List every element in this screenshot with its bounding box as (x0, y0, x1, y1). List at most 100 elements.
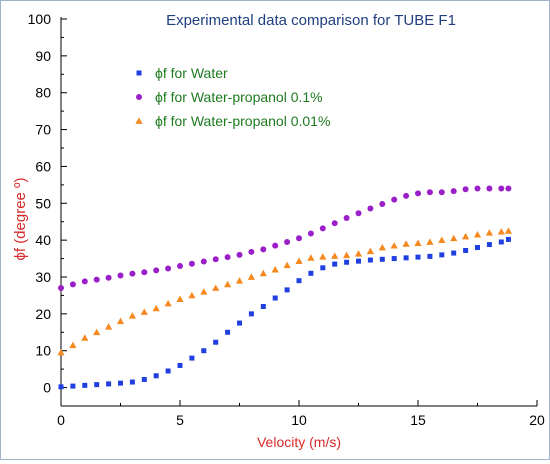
data-point (486, 185, 493, 192)
data-point (200, 288, 208, 295)
data-point (355, 210, 362, 217)
data-point (486, 242, 492, 248)
x-tick-label: 15 (410, 412, 426, 428)
legend-label: ϕf for Water (155, 65, 228, 81)
data-point (57, 348, 65, 356)
data-point (188, 291, 196, 299)
data-point (82, 382, 88, 388)
data-point (260, 303, 266, 309)
y-axis-label: ϕf (degree º) (12, 177, 29, 260)
data-point (402, 240, 410, 247)
y-tick-label: 30 (35, 269, 51, 285)
data-point (128, 312, 136, 319)
data-point (93, 276, 100, 283)
y-tick-label: 50 (35, 195, 51, 211)
data-point (189, 355, 195, 361)
data-point (225, 329, 231, 335)
data-point (379, 256, 385, 262)
data-point (81, 278, 88, 285)
legend-marker (135, 117, 143, 124)
data-point (69, 281, 76, 288)
x-axis-label: Velocity (m/s) (257, 434, 341, 450)
y-tick-label: 80 (35, 85, 51, 101)
data-point (237, 320, 242, 326)
data-point (271, 266, 279, 273)
data-point (247, 273, 255, 280)
data-point (201, 348, 207, 354)
legend-label: ϕf for Water-propanol 0.01% (155, 113, 330, 129)
y-tick-label: 10 (35, 343, 51, 359)
data-point (106, 381, 112, 387)
data-point (140, 308, 148, 315)
data-point (343, 215, 350, 222)
x-tick-label: 20 (529, 412, 545, 428)
data-point (367, 257, 373, 263)
data-point (296, 235, 302, 242)
y-tick-label: 70 (35, 122, 51, 138)
data-point (177, 362, 183, 368)
data-point (93, 328, 101, 336)
data-point (343, 251, 351, 259)
data-point (450, 188, 457, 195)
data-point (69, 341, 77, 349)
data-point (438, 189, 445, 196)
data-point (152, 304, 160, 312)
data-point (366, 247, 374, 255)
data-point (463, 247, 469, 253)
data-point (248, 311, 254, 317)
data-point (307, 254, 315, 261)
data-point (319, 225, 326, 232)
data-point (283, 261, 291, 269)
data-point (439, 252, 445, 258)
data-point (331, 252, 339, 259)
data-point (505, 185, 512, 192)
data-point (414, 239, 422, 246)
y-tick-label: 100 (28, 11, 52, 27)
data-point (485, 229, 493, 236)
data-point (153, 373, 159, 379)
data-point (308, 270, 314, 276)
data-point (177, 262, 183, 269)
series-2 (58, 185, 512, 292)
data-point (248, 248, 255, 255)
data-point (284, 238, 291, 245)
data-point (153, 267, 160, 274)
data-point (164, 299, 172, 307)
series-3 (57, 227, 513, 356)
data-point (505, 236, 511, 242)
data-point (403, 255, 409, 261)
chart-title: Experimental data comparison for TUBE F1 (166, 12, 456, 29)
data-point (426, 238, 434, 245)
data-point (117, 272, 124, 279)
y-tick-label: 20 (35, 306, 51, 322)
data-point (415, 190, 421, 197)
data-point (344, 259, 350, 265)
data-point (504, 227, 513, 234)
data-point (224, 254, 231, 261)
data-point (378, 243, 386, 251)
data-point (165, 368, 171, 374)
data-point (403, 192, 410, 199)
data-point (272, 242, 279, 249)
data-point (165, 265, 172, 272)
data-point (356, 258, 361, 264)
data-point (497, 228, 505, 235)
data-point (224, 280, 232, 288)
data-point (296, 278, 302, 284)
y-tick-label: 90 (35, 48, 51, 64)
data-point (116, 317, 125, 325)
data-point (475, 245, 480, 251)
data-point (94, 382, 100, 388)
y-tick-label: 40 (35, 232, 51, 248)
data-marks (57, 185, 513, 390)
data-point (236, 251, 243, 258)
data-point (498, 239, 504, 245)
x-tick-label: 5 (176, 412, 184, 428)
x-tick-label: 0 (57, 412, 65, 428)
data-point (307, 230, 314, 237)
data-point (451, 250, 457, 256)
data-point (320, 265, 326, 271)
data-point (81, 334, 89, 341)
data-point (176, 295, 184, 302)
